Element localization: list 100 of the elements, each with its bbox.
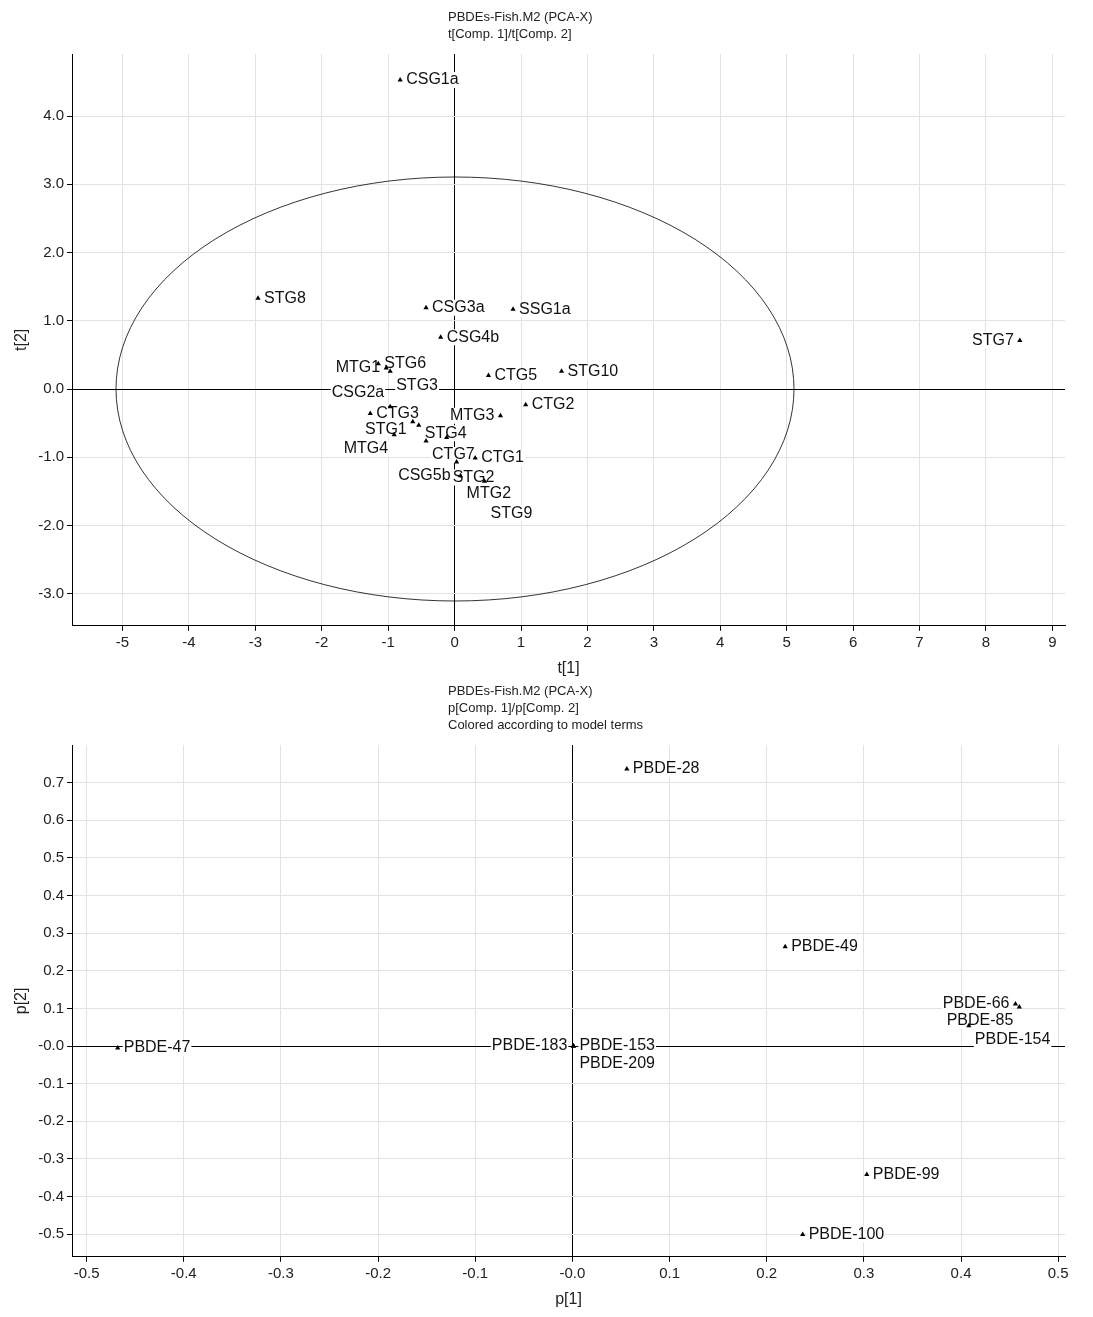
x-tick-label: -0.4	[170, 1263, 197, 1281]
x-tick-label: 2	[583, 632, 592, 650]
y-tick-label: -3.0	[38, 583, 65, 601]
annotation: MTG4	[343, 439, 389, 457]
point	[800, 1231, 806, 1237]
x-tick-label: -0.1	[462, 1263, 489, 1281]
point	[523, 401, 529, 407]
x-tick-label: 0	[450, 632, 459, 650]
x-tick-label: 0.3	[853, 1263, 875, 1281]
x-tick-label: -0.2	[365, 1263, 392, 1281]
y-tick-label: 0.7	[43, 772, 65, 790]
x-tick-label: -3	[248, 632, 263, 650]
y-tick-label: -2.0	[38, 515, 65, 533]
y-tick-label: 4.0	[43, 106, 65, 124]
annotation: CSG1a	[406, 70, 459, 88]
point	[367, 410, 373, 416]
x-tick-label: 7	[915, 632, 924, 650]
point	[438, 334, 444, 339]
y-axis-title: p[2]	[12, 987, 30, 1015]
chart-title: PBDEs-Fish.M2 (PCA-X)	[448, 682, 594, 699]
annotation: STG1	[364, 420, 407, 438]
point	[454, 459, 460, 464]
annotation: PBDE-153	[579, 1036, 656, 1054]
y-tick-label: 2.0	[43, 242, 65, 260]
point	[1017, 337, 1023, 343]
annotation: STG10	[567, 361, 619, 379]
chart-subtitle: p[Comp. 1]/p[Comp. 2]	[448, 699, 580, 716]
annotation: STG3	[396, 375, 439, 393]
annotation: CTG5	[494, 365, 538, 383]
annotation: STG7	[972, 330, 1014, 348]
x-axis-title: t[1]	[557, 658, 580, 676]
x-tick-label: -0.0	[559, 1263, 586, 1281]
annotation: CSG2a	[331, 383, 385, 401]
x-tick-label: 8	[981, 632, 991, 650]
annotation: CSG3a	[432, 298, 485, 316]
point	[864, 1171, 870, 1176]
y-tick-label: 0.5	[43, 848, 65, 866]
y-tick-label: 1.0	[43, 310, 65, 328]
annotation: STG2	[452, 467, 495, 485]
annotation: PBDE-100	[808, 1225, 885, 1242]
point	[558, 368, 565, 373]
point	[255, 295, 261, 300]
x-tick-label: 0.1	[659, 1263, 680, 1281]
annotation: CTG7	[432, 445, 475, 463]
annotation: MTG2	[466, 484, 512, 502]
y-tick-label: 0.2	[43, 960, 65, 978]
annotation: STG9	[490, 503, 533, 521]
annotation: CSG5b	[398, 466, 451, 484]
annotation: MTG3	[450, 406, 495, 424]
x-tick-label: -2	[315, 632, 329, 650]
annotation: PBDE-28	[632, 759, 700, 777]
x-tick-label: 0.2	[756, 1263, 778, 1281]
annotation: PBDE-49	[791, 937, 858, 955]
point	[624, 766, 630, 771]
chart-subtitle: t[Comp. 1]/t[Comp. 2]	[448, 25, 573, 42]
annotation: STG8	[264, 288, 306, 306]
y-tick-label: -0.4	[38, 1186, 65, 1204]
y-tick-label: -0.0	[38, 1036, 65, 1054]
y-tick-label: 3.0	[43, 174, 65, 192]
point	[387, 368, 393, 373]
x-tick-label: -1	[381, 632, 395, 650]
x-tick-label: 5	[782, 632, 791, 650]
text: Colored according to model terms	[448, 716, 645, 733]
y-tick-label: -0.1	[38, 1073, 65, 1091]
x-tick-label: 1	[516, 632, 526, 650]
x-tick-label: 0.4	[950, 1263, 972, 1281]
x-axis-title: p[1]	[555, 1289, 582, 1307]
x-tick-label: -5	[115, 632, 130, 650]
point	[416, 422, 422, 427]
x-tick-label: -4	[182, 632, 196, 650]
y-tick-label: 0.0	[43, 379, 65, 397]
x-tick-label: -0.3	[268, 1263, 294, 1281]
annotation: PBDE-183	[491, 1036, 568, 1054]
annotation: MTG1	[335, 358, 381, 376]
annotation: STG6	[384, 354, 427, 372]
annotation: PBDE-66	[942, 994, 1010, 1012]
x-tick-label: -0.5	[73, 1263, 100, 1281]
annotation: SSG1a	[519, 299, 571, 317]
y-tick-label: 0.1	[43, 998, 65, 1016]
annotation: CSG4b	[446, 327, 500, 345]
annotation: PBDE-99	[872, 1164, 940, 1182]
x-tick-label: 6	[848, 632, 858, 650]
x-tick-label: 3	[649, 632, 659, 650]
annotation: PBDE-209	[579, 1054, 656, 1072]
y-tick-label: 0.6	[43, 810, 65, 828]
y-axis-title: t[2]	[12, 328, 30, 352]
annotation: PBDE-154	[974, 1030, 1051, 1048]
annotation: PBDE-47	[123, 1038, 191, 1056]
point	[485, 372, 492, 377]
x-tick-label: 0.5	[1047, 1263, 1069, 1281]
y-tick-label: -0.3	[38, 1149, 65, 1167]
annotation: PBDE-85	[946, 1011, 1014, 1029]
y-tick-label: -1.0	[38, 447, 65, 465]
y-tick-label: 0.4	[43, 885, 65, 903]
point	[497, 412, 504, 418]
annotation: CTG2	[531, 395, 575, 413]
x-tick-label: 4	[716, 632, 725, 650]
x-tick-label: 9	[1048, 632, 1057, 650]
annotation: CTG3	[376, 404, 420, 421]
annotation: STG4	[424, 423, 467, 441]
